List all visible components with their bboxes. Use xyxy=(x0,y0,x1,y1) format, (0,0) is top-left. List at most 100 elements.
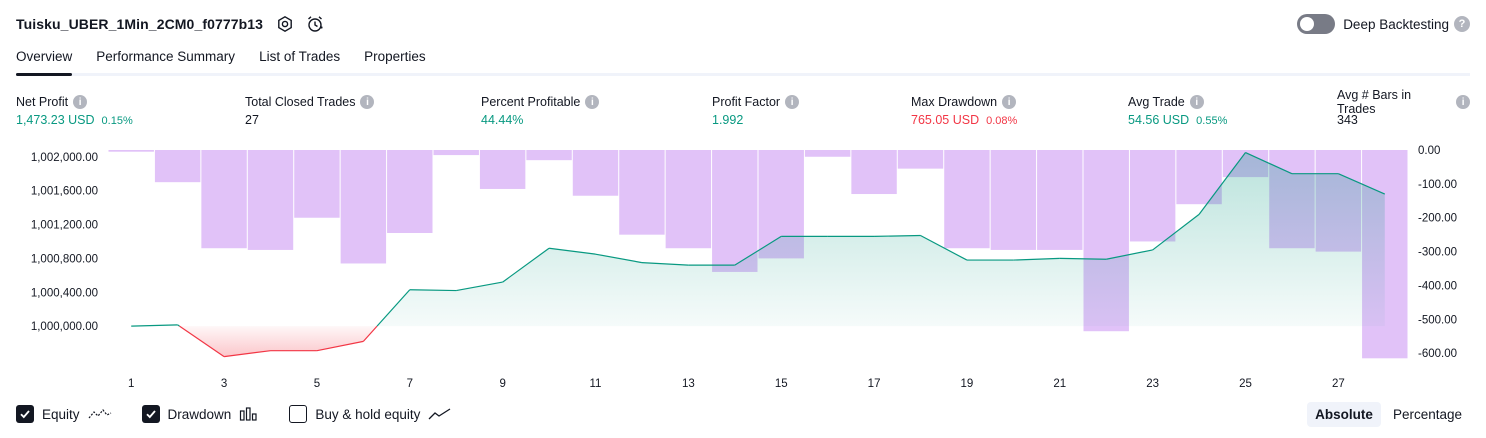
drawdown-tick-label: -100.00 xyxy=(1418,179,1457,191)
legend-buy-hold[interactable]: Buy & hold equity xyxy=(289,405,452,423)
equity-line-segment xyxy=(409,289,457,292)
equity-line-segment xyxy=(316,340,364,352)
stat-label: Max Drawdown xyxy=(911,95,998,109)
equity-line-segment xyxy=(179,325,225,358)
x-tick-label: 1 xyxy=(128,378,134,390)
percentage-button[interactable]: Percentage xyxy=(1392,406,1462,422)
drawdown-bar xyxy=(1129,150,1176,242)
drawdown-tick-label: -600.00 xyxy=(1418,348,1457,360)
stat-label: Net Profit xyxy=(16,95,69,109)
equity-line-segment xyxy=(1338,173,1386,195)
info-icon[interactable]: i xyxy=(1456,95,1470,109)
info-icon[interactable]: i xyxy=(585,95,600,109)
equity-checkbox[interactable] xyxy=(16,405,34,423)
info-icon[interactable]: i xyxy=(360,95,375,109)
stat-value: 54.56 USD xyxy=(1128,113,1190,127)
stat-percent: 0.55% xyxy=(1196,115,1228,127)
drawdown-bar xyxy=(340,150,387,264)
tab-performance-summary[interactable]: Performance Summary xyxy=(96,49,236,64)
help-icon[interactable]: ? xyxy=(1454,16,1470,32)
drawdown-bars-icon xyxy=(239,407,259,421)
equity-line-segment xyxy=(641,262,689,266)
drawdown-bar xyxy=(712,150,758,272)
equity-tick-label: 1,000,800.00 xyxy=(31,253,98,265)
equity-line-segment xyxy=(362,325,378,342)
drawdown-tick-label: -400.00 xyxy=(1418,280,1457,292)
buy-hold-checkbox[interactable] xyxy=(289,405,308,423)
drawdown-bar xyxy=(804,150,851,157)
equity-negative-area xyxy=(131,326,1385,357)
stat-label: Total Closed Trades xyxy=(245,95,356,109)
equity-drawdown-chart[interactable]: 1,002,000.00 1,001,600.00 1,001,200.00 1,00… xyxy=(0,140,1486,396)
strategy-name: Tuisku_UBER_1Min_2CM0_f0777b13 xyxy=(16,16,264,32)
drawdown-tick-label: -300.00 xyxy=(1418,247,1457,259)
stat-value: 1,473.23 USD xyxy=(16,113,95,127)
equity-line-segment xyxy=(874,234,921,237)
legend-drawdown[interactable]: Drawdown xyxy=(141,405,260,423)
report-tabs: Overview Performance Summary List of Tra… xyxy=(16,46,1470,76)
tab-properties[interactable]: Properties xyxy=(364,49,426,64)
equity-line-segment xyxy=(595,253,643,264)
stat-net-profit: Net Profit i 1,473.23 USD 0.15% xyxy=(16,94,133,127)
info-icon[interactable]: i xyxy=(785,95,800,109)
equity-axis: 1,002,000.00 1,001,600.00 1,001,200.00 1,00… xyxy=(31,152,98,333)
equity-line-segment xyxy=(456,281,503,292)
info-icon[interactable]: i xyxy=(1002,95,1017,109)
drawdown-bar xyxy=(944,150,990,249)
x-tick-label: 7 xyxy=(407,378,413,390)
drawdown-bar xyxy=(201,150,247,249)
info-icon[interactable]: i xyxy=(73,95,88,109)
equity-line-segment xyxy=(920,234,968,261)
equity-positive-area xyxy=(131,152,1385,327)
x-tick-label: 19 xyxy=(961,378,974,390)
legend-drawdown-label: Drawdown xyxy=(167,406,232,422)
drawdown-bars xyxy=(108,150,1408,359)
deep-backtesting-label: Deep Backtesting xyxy=(1343,16,1449,32)
stat-avg-trade: Avg Trade i 54.56 USD 0.55% xyxy=(1128,94,1227,127)
stat-max-drawdown: Max Drawdown i 765.05 USD 0.08% xyxy=(911,94,1017,127)
equity-line-segment xyxy=(1245,151,1293,175)
drawdown-bar xyxy=(526,150,572,161)
legend-equity-label: Equity xyxy=(42,406,80,422)
deep-backtesting-control: Deep Backtesting ? xyxy=(1297,12,1470,36)
equity-tick-label: 1,001,600.00 xyxy=(31,186,98,198)
stat-label: Avg # Bars in Trades xyxy=(1337,88,1412,116)
equity-line-segment xyxy=(502,247,550,283)
stat-value: 1.992 xyxy=(712,113,744,127)
deep-backtesting-toggle[interactable] xyxy=(1297,14,1336,34)
drawdown-bar xyxy=(851,150,897,195)
stat-label: Percent Profitable xyxy=(481,95,581,109)
drawdown-bar xyxy=(294,150,340,218)
tab-list-of-trades[interactable]: List of Trades xyxy=(259,49,341,64)
drawdown-checkbox[interactable] xyxy=(141,405,160,423)
x-tick-label: 21 xyxy=(1053,378,1066,390)
settings-icon[interactable] xyxy=(273,12,297,36)
x-tick-label: 9 xyxy=(499,378,505,390)
info-icon[interactable]: i xyxy=(1189,95,1204,109)
equity-line-segment xyxy=(223,350,271,358)
tab-overview[interactable]: Overview xyxy=(16,46,73,76)
stats-row: Net Profit i 1,473.23 USD 0.15% Total Clos… xyxy=(16,88,1470,134)
drawdown-bar xyxy=(433,150,479,156)
drawdown-bar xyxy=(990,150,1037,250)
stat-percent: 0.15% xyxy=(101,115,133,127)
stat-value: 343 xyxy=(1337,113,1358,127)
x-tick-label: 17 xyxy=(868,378,881,390)
drawdown-bar xyxy=(1037,150,1083,250)
strategy-title-row: Tuisku_UBER_1Min_2CM0_f0777b13 xyxy=(16,12,327,36)
trade-number-axis: 1 3 5 7 9 11 13 15 17 19 21 23 25 27 xyxy=(128,378,1345,390)
drawdown-bar xyxy=(154,150,201,183)
drawdown-bar xyxy=(665,150,712,249)
x-tick-label: 27 xyxy=(1332,378,1345,390)
legend-buy-hold-label: Buy & hold equity xyxy=(315,406,421,422)
legend-equity[interactable]: Equity xyxy=(16,405,112,423)
stat-label: Avg Trade xyxy=(1128,95,1185,109)
equity-line-segment xyxy=(1198,152,1246,215)
absolute-button[interactable]: Absolute xyxy=(1307,401,1381,427)
drawdown-bar xyxy=(619,150,665,235)
equity-line-segment xyxy=(548,247,596,255)
equity-line-segment xyxy=(131,324,178,327)
equity-tick-label: 1,000,400.00 xyxy=(31,287,98,299)
alarm-clock-icon[interactable] xyxy=(303,12,327,36)
drawdown-tick-label: -200.00 xyxy=(1418,213,1457,225)
